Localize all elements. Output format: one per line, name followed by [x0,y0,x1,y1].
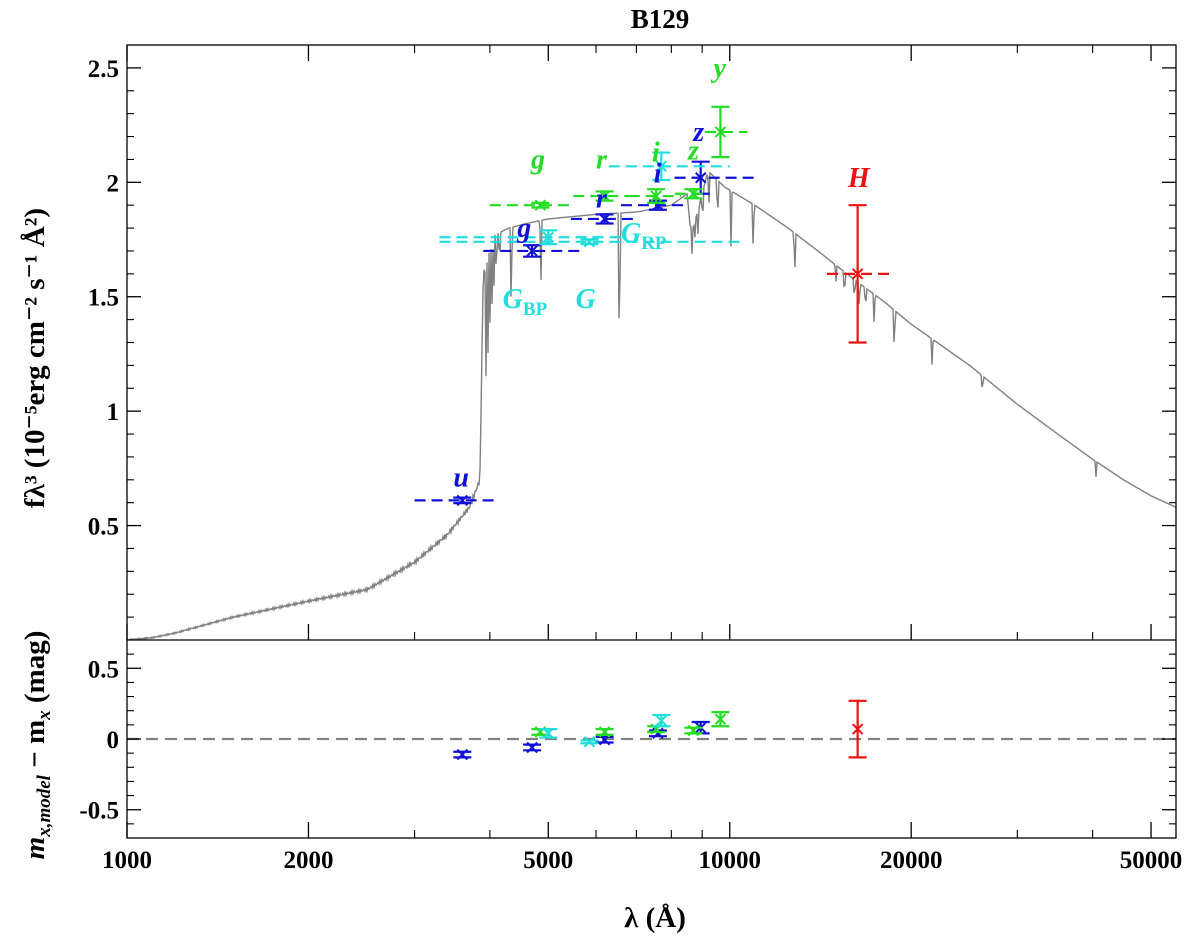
phot-ps1-y-marker [714,126,727,138]
x-axis-label: λ (Å) [624,902,686,934]
band-label-ps1-9: y [711,53,727,84]
x-tick-label-50000: 50000 [1120,847,1183,874]
bottom-ylabel-m: m [19,837,51,860]
plot-frame [126,44,1177,839]
top-y-tick-label-1.5: 1.5 [88,285,119,312]
band-label-main-9: y [711,53,727,84]
photometry-layer [414,105,891,507]
band-label-main-12: G [621,218,641,249]
band-label-ps1-6: r [596,145,608,176]
x-tick-label-2000: 2000 [283,847,333,874]
x-tick-label-5000: 5000 [523,847,573,874]
band-label-main-2: r [596,183,608,214]
resid-ps1-y-marker [714,713,727,725]
phot-ps1-i-marker [650,190,662,202]
band-label-main-0: u [453,463,469,494]
phot-sdss-u-marker [456,494,469,507]
band-label-gaia-12: GRP [621,218,667,254]
band-label-ps1-8: z [687,135,699,166]
band-label-main-8: z [687,135,699,166]
bottom-y-axis-label: mx,model − mx (mag) [19,631,55,860]
band-label-main-11: G [576,284,596,315]
bottom-ylabel-sub2: x [34,710,55,721]
band-label-ps1-7: i [652,138,660,169]
top-y-tick-label-2: 2 [107,170,120,197]
phot-twomass-h-marker [851,268,864,280]
phot-gaia-gbp-marker [542,231,555,243]
resid-sdss-u-marker [456,748,469,761]
top-y-axis-label: fλ³ (10⁻⁵erg cm⁻² s⁻¹ Å²) [19,208,51,508]
top-y-tick-label-0.5: 0.5 [88,514,119,541]
band-label-sdss-2: r [596,183,608,214]
band-label-ps1-5: g [530,145,545,176]
resid-ps1-z-marker [687,724,700,737]
bottom-ylabel-end: (mag) [19,631,51,711]
band-label-main-6: r [596,145,608,176]
resid-gaia-g-marker [583,736,596,748]
band-label-sdss-4: z [692,117,704,148]
band-label-main-3: i [654,158,662,189]
bottom-y-tick-label-0: 0 [107,727,120,754]
bottom-y-tick-label--0.5: -0.5 [79,798,119,825]
resid-ps1-r-marker [598,726,611,738]
bottom-ylabel-mid: − m [19,720,51,775]
phot-ps1-z-marker [687,188,700,200]
phot-ps1-g-marker [534,199,547,211]
band-label-sdss-3: i [654,158,662,189]
x-tick-label-1000: 1000 [102,847,152,874]
x-tick-label-10000: 10000 [698,847,761,874]
phot-sdss-r-marker [598,213,611,225]
top-y-tick-label-2.5: 2.5 [88,56,119,83]
phot-gaia-g-marker [583,236,596,248]
band-label-sdss-0: u [453,463,469,494]
band-label-main-13: H [847,163,871,194]
phot-gaia-grp-marker [655,160,668,172]
resid-twomass-h-marker [851,723,864,735]
band-label-gaia-10: GBP [503,284,548,320]
band-label-sdss-1: g [516,213,531,244]
band-label-sub-12: RP [641,233,667,254]
band-label-main-10: G [503,284,523,315]
x-tick-label-20000: 20000 [880,847,943,874]
resid-gaia-grp-marker [655,714,668,727]
band-label-main-1: g [516,213,531,244]
band-label-main-5: g [530,145,545,176]
band-label-twomass-13: H [847,163,871,194]
phot-ps1-r-marker [598,190,611,202]
top-y-tick-label-1: 1 [107,399,120,426]
residuals-layer [127,699,1176,761]
band-label-main-7: i [652,138,660,169]
phot-sdss-g-marker [526,245,538,257]
resid-sdss-g-marker [526,741,538,754]
band-label-main-4: z [692,117,704,148]
chart-title: B129 [631,4,690,34]
bottom-y-tick-label-0.5: 0.5 [88,656,119,683]
axes-layer: 1000 2000 5000 10000 20000 50000 0.5 1 1.5 2 2.5 0.… [79,44,1183,874]
resid-gaia-gbp-marker [542,727,555,740]
band-label-sub-10: BP [523,299,548,320]
bottom-ylabel-sub: x,model [34,774,55,837]
band-label-gaia-11: G [576,284,596,315]
phot-sdss-z-marker [695,172,707,184]
